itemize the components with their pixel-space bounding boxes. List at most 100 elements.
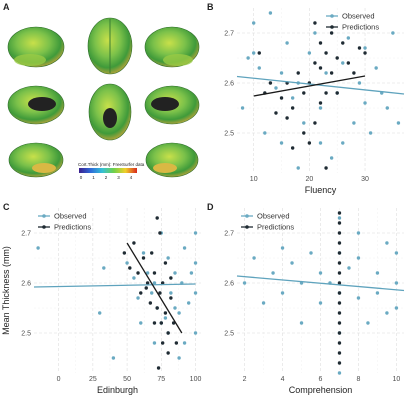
chart-edinburgh: 0 25 50 75 100 2.5 2.6 2.7 Edinburgh Mean Thickne… [1,208,201,395]
observed-point [173,306,177,310]
x-tick-label: 6 [319,376,323,383]
observed-point [307,51,312,55]
prediction-point [158,231,162,235]
prediction-point [337,221,342,225]
prediction-point [337,321,342,325]
prediction-point [152,271,157,275]
observed-point [296,166,300,170]
observed-point [177,311,181,315]
prediction-point [169,296,173,300]
observed-point [252,21,256,25]
prediction-point [296,71,300,75]
prediction-point [163,311,168,315]
x-tick-label: 100 [190,376,202,383]
observed-point [193,331,198,335]
panel-letter-b: B [207,2,214,12]
prediction-point [160,341,165,345]
prediction-point [302,131,306,135]
chart-fluency: 10 20 30 2.5 2.6 2.7 Fluency Observed Prediction… [224,8,405,195]
observed-fit-line [236,275,405,292]
legend-marker [245,214,249,218]
observed-point [352,121,356,125]
legend-marker [42,214,46,218]
prediction-point [171,321,176,325]
prediction-point [337,341,342,345]
prediction-point [302,91,306,95]
observed-point [375,291,380,295]
prediction-point [337,281,342,285]
observed-point [186,301,191,305]
observed-point [391,31,395,35]
observed-point [374,66,378,70]
prediction-point [136,271,140,275]
prediction-point [155,306,159,310]
prediction-point [279,96,284,100]
prediction-point [337,241,342,245]
prediction-point [313,21,317,25]
prediction-point [313,61,317,65]
observed-point [394,306,399,310]
prediction-point [329,31,334,35]
prediction-point [268,81,273,85]
y-tick-label: 2.5 [224,330,234,337]
prediction-point [337,231,342,235]
prediction-point [139,291,143,295]
x-tick-label: 4 [281,376,285,383]
prediction-point [150,251,154,255]
observed-point [125,261,129,265]
observed-point [240,106,245,110]
colorbar: Cort.Thick (mm): FreeSurfer data 0 1 2 3 4 [78,162,145,180]
prediction-point [337,211,342,215]
observed-point [136,296,140,300]
observed-point [166,256,170,260]
observed-point [36,246,40,250]
observed-point [279,141,284,145]
observed-point [363,46,367,50]
observed-point [366,321,370,325]
legend-marker [330,14,334,18]
observed-point [385,106,389,110]
prediction-point [132,241,136,245]
prediction-point [290,146,295,150]
legend-label: Predictions [257,223,294,232]
observed-point [337,371,342,375]
observed-point [189,271,194,275]
observed-point [396,121,401,125]
x-tick-label: 0 [57,376,61,383]
observed-point [318,141,323,145]
prediction-point [166,351,170,355]
observed-point [252,51,256,55]
x-axis-title: Fluency [305,185,337,195]
prediction-point [274,111,278,115]
observed-point [318,106,323,110]
prediction-point [148,301,153,305]
colorbar-tick-label: 4 [130,175,133,180]
prediction-point [169,276,173,280]
observed-point [357,81,362,85]
prediction-point [337,301,342,305]
brain-lateral-left [7,26,65,68]
colorbar-gradient [79,168,137,173]
observed-point [271,271,275,275]
brain-medial-right [144,85,200,125]
observed-point [363,101,367,105]
y-tick-label: 2.6 [224,80,234,87]
observed-point [375,271,380,275]
observed-point [309,251,313,255]
legend-label: Observed [257,212,290,221]
observed-point [263,131,267,135]
observed-point [173,271,177,275]
prediction-point [313,121,317,125]
prediction-point [318,101,323,105]
legend-marker [42,225,46,229]
observed-point [242,281,247,285]
colorbar-title: Cort.Thick (mm): FreeSurfer data [78,162,145,167]
x-axis-title: Comprehension [289,385,353,395]
legend-marker [245,225,249,229]
panel-letter-c: C [3,202,10,212]
panel-letter-a: A [3,2,10,12]
x-axis-title: Edinburgh [97,385,138,395]
brain-frontal-view [88,83,132,141]
observed-point [346,36,351,40]
